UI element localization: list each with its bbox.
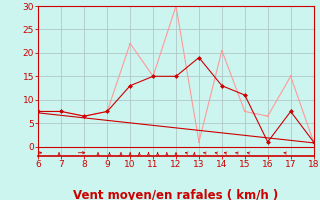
X-axis label: Vent moyen/en rafales ( km/h ): Vent moyen/en rafales ( km/h ) xyxy=(73,189,279,200)
